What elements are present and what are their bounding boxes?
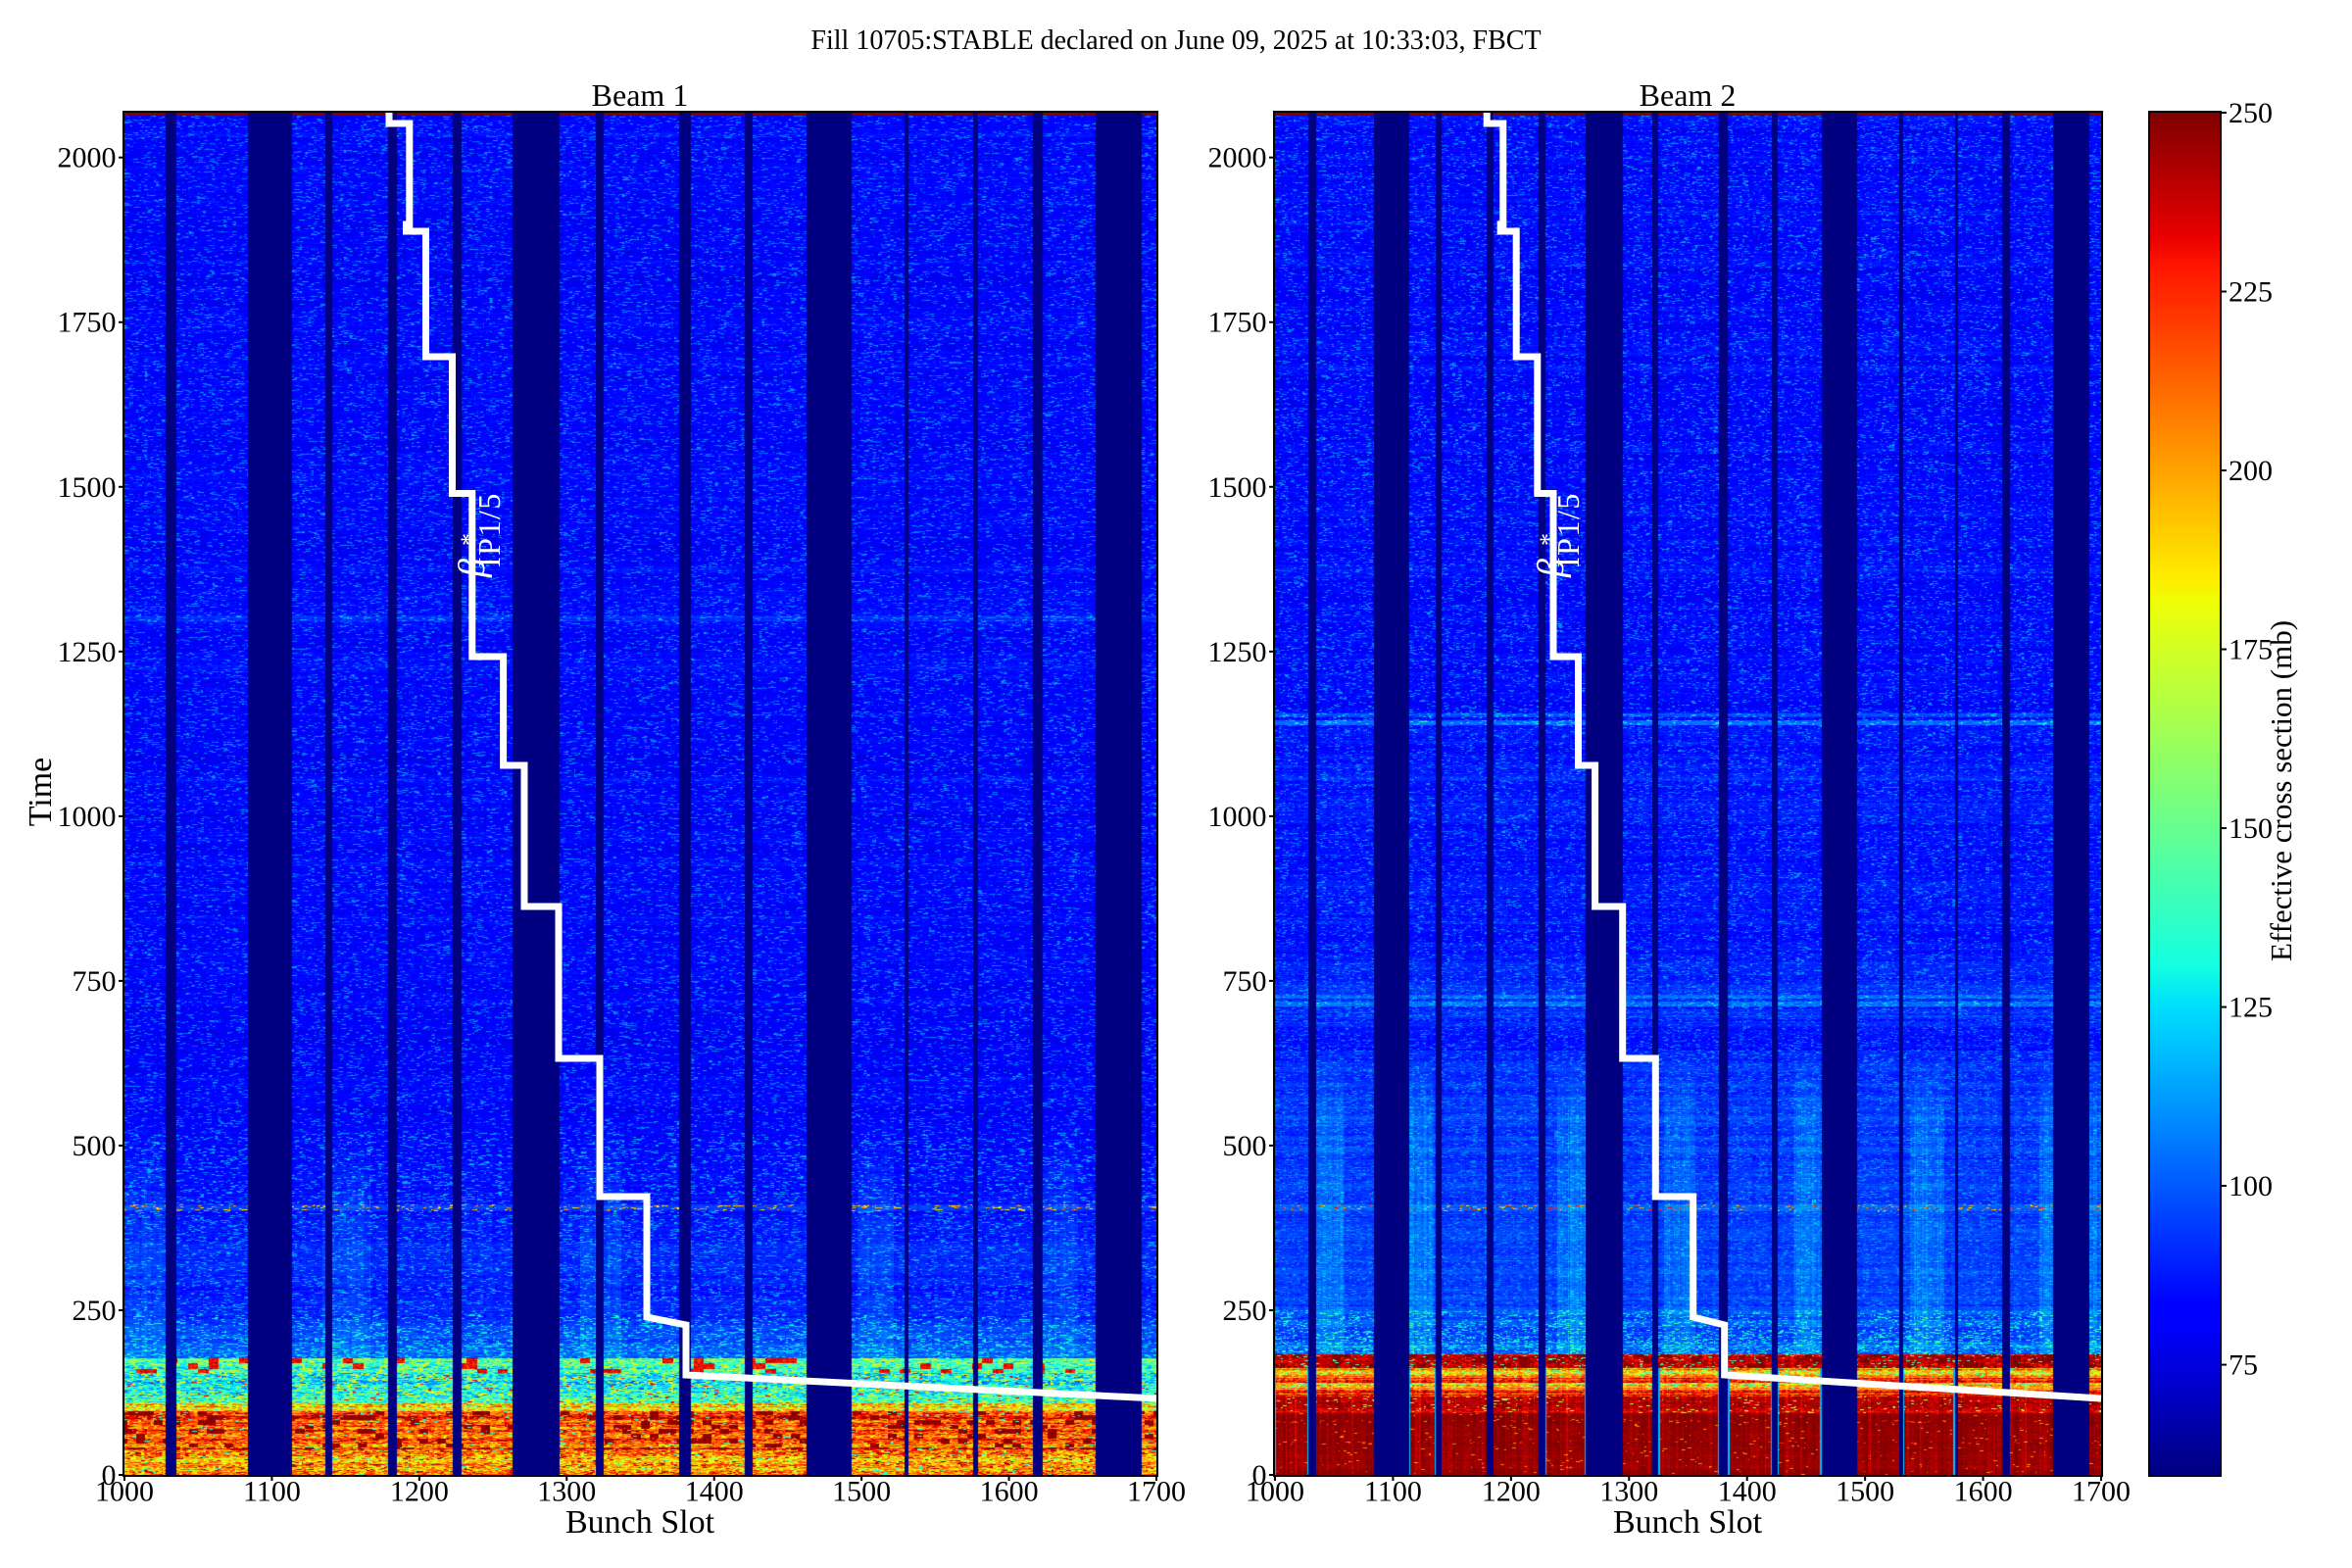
svg-text:125: 125 — [2229, 992, 2273, 1024]
svg-text:2000: 2000 — [1208, 142, 1267, 174]
svg-text:750: 750 — [1223, 965, 1267, 998]
svg-text:0: 0 — [1252, 1459, 1267, 1492]
svg-text:1700: 1700 — [2072, 1476, 2131, 1508]
svg-text:IP1/5: IP1/5 — [1550, 492, 1586, 567]
svg-text:*: * — [456, 533, 484, 546]
svg-text:1750: 1750 — [1208, 307, 1267, 339]
svg-text:500: 500 — [1223, 1130, 1267, 1162]
svg-text:100: 100 — [2229, 1170, 2273, 1202]
svg-text:500: 500 — [73, 1130, 117, 1162]
svg-text:1000: 1000 — [95, 1476, 154, 1508]
svg-text:225: 225 — [2229, 276, 2273, 309]
svg-text:1600: 1600 — [1954, 1476, 2013, 1508]
svg-text:75: 75 — [2229, 1349, 2258, 1382]
svg-text:1200: 1200 — [1482, 1476, 1541, 1508]
svg-text:1250: 1250 — [1208, 636, 1267, 668]
svg-text:Effective cross section (mb): Effective cross section (mb) — [2264, 620, 2298, 961]
svg-text:200: 200 — [2229, 455, 2273, 487]
svg-text:1500: 1500 — [58, 471, 117, 504]
svg-text:1400: 1400 — [1718, 1476, 1777, 1508]
svg-text:1300: 1300 — [537, 1476, 596, 1508]
svg-text:1500: 1500 — [1208, 471, 1267, 504]
svg-text:Beam 2: Beam 2 — [1640, 77, 1737, 113]
svg-text:1000: 1000 — [58, 801, 117, 833]
svg-text:*: * — [1535, 533, 1563, 546]
svg-text:Bunch Slot: Bunch Slot — [1613, 1504, 1763, 1541]
svg-text:1500: 1500 — [1836, 1476, 1894, 1508]
svg-text:2000: 2000 — [58, 142, 117, 174]
svg-text:Beam 1: Beam 1 — [592, 77, 689, 113]
svg-text:250: 250 — [2229, 97, 2273, 129]
svg-text:1250: 1250 — [58, 636, 117, 668]
svg-text:1000: 1000 — [1246, 1476, 1304, 1508]
svg-text:β: β — [1531, 559, 1572, 578]
svg-text:Fill 10705:STABLE declared on: Fill 10705:STABLE declared on June 09, 2… — [810, 25, 1541, 56]
svg-text:250: 250 — [73, 1295, 117, 1327]
svg-text:250: 250 — [1223, 1295, 1267, 1327]
svg-text:Time: Time — [23, 758, 59, 827]
svg-text:IP1/5: IP1/5 — [471, 492, 507, 567]
svg-text:150: 150 — [2229, 812, 2273, 845]
svg-text:1000: 1000 — [1208, 801, 1267, 833]
svg-text:β: β — [452, 559, 493, 578]
svg-text:1300: 1300 — [1599, 1476, 1658, 1508]
svg-text:1400: 1400 — [685, 1476, 744, 1508]
svg-text:1500: 1500 — [832, 1476, 891, 1508]
svg-text:1200: 1200 — [390, 1476, 449, 1508]
svg-text:1700: 1700 — [1127, 1476, 1186, 1508]
svg-text:Bunch Slot: Bunch Slot — [565, 1504, 715, 1541]
svg-text:750: 750 — [73, 965, 117, 998]
svg-text:1100: 1100 — [1364, 1476, 1422, 1508]
svg-text:1750: 1750 — [58, 307, 117, 339]
svg-text:1100: 1100 — [243, 1476, 301, 1508]
svg-text:0: 0 — [102, 1459, 117, 1492]
svg-text:175: 175 — [2229, 634, 2273, 666]
svg-text:1600: 1600 — [980, 1476, 1039, 1508]
